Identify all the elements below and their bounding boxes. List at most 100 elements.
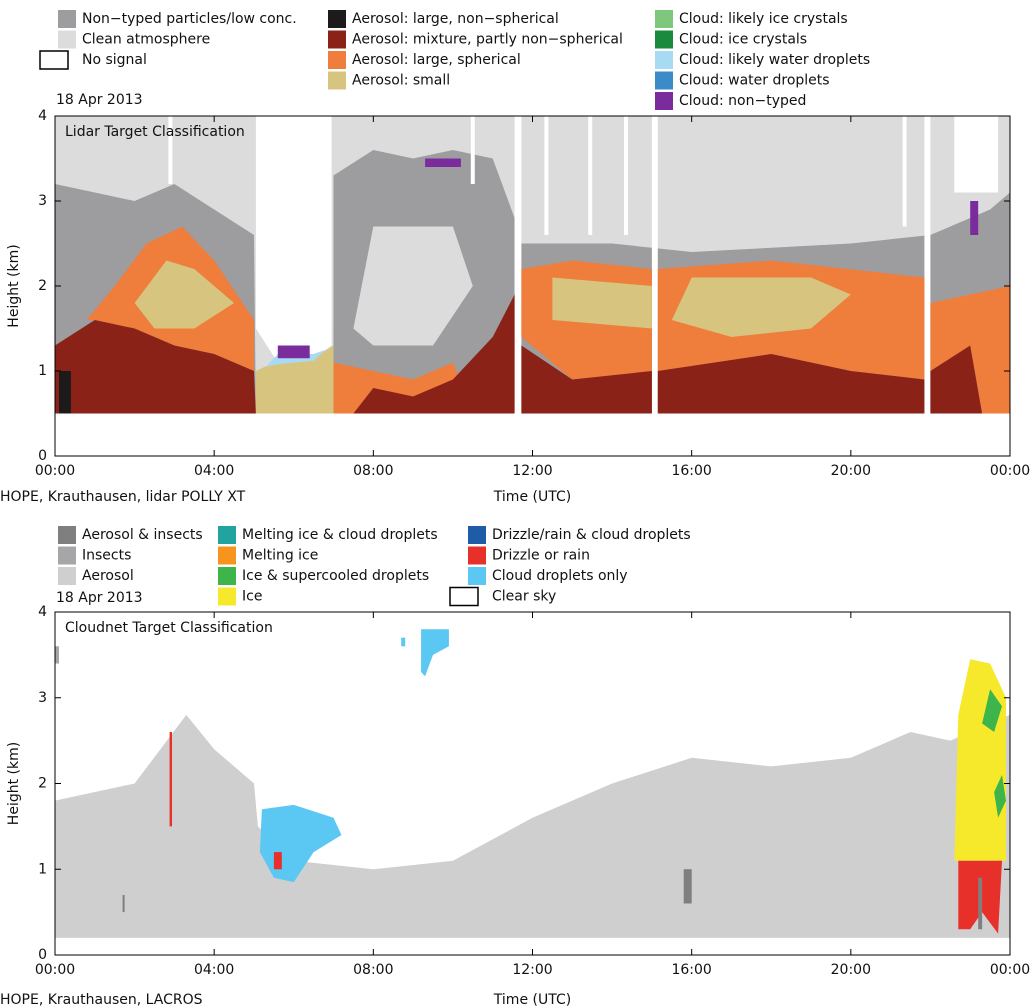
- class-region: [657, 354, 925, 414]
- legend-swatch: [58, 546, 76, 565]
- legend-swatch: [655, 10, 673, 28]
- legend-swatch: [328, 51, 346, 69]
- legend-swatch: [328, 10, 346, 28]
- legend-label: Clear sky: [492, 589, 556, 605]
- legend-label: Cloud: likely ice crystals: [679, 11, 848, 27]
- legend-label: Aerosol: mixture, partly non−spherical: [352, 32, 623, 48]
- x-tick-label: 16:00: [671, 962, 711, 978]
- panel: Lidar Target Classification 0 1 2 3 4 00:00 04:…: [0, 10, 1030, 505]
- class-region: [168, 116, 173, 184]
- y-tick-label: 1: [38, 861, 47, 877]
- legend-swatch: [468, 567, 486, 585]
- class-region: [982, 689, 1002, 732]
- legend-label: Cloud droplets only: [492, 568, 628, 584]
- x-axis-label: Time (UTC): [493, 489, 571, 505]
- y-tick-label: 4: [38, 604, 47, 620]
- class-region: [624, 116, 628, 235]
- legend-swatch: [58, 567, 76, 585]
- legend-label: Clean atmosphere: [82, 32, 210, 48]
- legend-swatch: [58, 526, 76, 544]
- legend-label: Drizzle/rain & cloud droplets: [492, 527, 691, 543]
- legend-swatch: [218, 587, 236, 606]
- x-tick-label: 20:00: [831, 463, 871, 479]
- y-axis-label: Height (km): [6, 244, 22, 327]
- legend-label: Non−typed particles/low conc.: [82, 11, 297, 27]
- x-tick-label: 04:00: [194, 463, 234, 479]
- legend-swatch: [655, 30, 673, 49]
- class-region: [970, 201, 979, 235]
- class-region: [514, 116, 522, 418]
- footnote: HOPE, Krauthausen, LACROS: [0, 992, 203, 1008]
- legend-swatch: [449, 586, 479, 607]
- class-region: [353, 294, 515, 414]
- legend-swatch: [58, 10, 76, 28]
- x-tick-label: 20:00: [831, 962, 871, 978]
- class-region: [277, 345, 310, 359]
- class-region: [544, 116, 549, 235]
- class-region: [59, 371, 71, 414]
- class-region: [425, 158, 461, 167]
- plot-title: Lidar Target Classification: [65, 124, 245, 140]
- legend-swatch: [218, 526, 236, 544]
- y-tick-label: 2: [38, 776, 47, 792]
- legend-label: Aerosol: large, non−spherical: [352, 11, 559, 27]
- class-region: [353, 226, 473, 346]
- class-region: [273, 852, 282, 870]
- legend-swatch: [218, 546, 236, 565]
- class-region: [683, 869, 692, 904]
- legend-label: Melting ice: [242, 548, 318, 564]
- legend-swatch: [468, 546, 486, 565]
- legend-label: Insects: [82, 548, 131, 564]
- legend-swatch: [468, 526, 486, 544]
- class-region: [978, 877, 983, 930]
- class-region: [521, 345, 652, 414]
- legend-swatch: [328, 71, 346, 90]
- class-region: [902, 116, 907, 227]
- legend-swatch: [655, 71, 673, 90]
- class-region: [930, 286, 1010, 414]
- class-region: [55, 714, 1010, 938]
- class-region: [255, 116, 332, 363]
- x-tick-label: 08:00: [353, 962, 393, 978]
- y-tick-label: 3: [38, 690, 47, 706]
- legend-label: Aerosol: small: [352, 73, 450, 89]
- legend-label: Ice: [242, 589, 262, 605]
- legend-swatch: [218, 567, 236, 585]
- y-tick-label: 0: [38, 947, 47, 963]
- class-region: [55, 646, 59, 664]
- class-region: [930, 345, 983, 414]
- panel: Cloudnet Target Classification 0 1 2 3 4 00:00…: [0, 526, 1030, 1008]
- date-label: 18 Apr 2013: [56, 92, 143, 108]
- plot-title: Cloudnet Target Classification: [65, 620, 273, 636]
- x-tick-label: 00:00: [990, 463, 1030, 479]
- x-tick-label: 12:00: [512, 962, 552, 978]
- class-region: [954, 659, 1006, 861]
- x-tick-label: 16:00: [671, 463, 711, 479]
- class-region: [671, 277, 851, 337]
- class-region: [470, 116, 475, 184]
- legend-label: Cloud: likely water droplets: [679, 52, 870, 68]
- legend-swatch: [39, 50, 69, 70]
- class-region: [134, 260, 235, 329]
- y-tick-label: 3: [38, 193, 47, 209]
- x-tick-label: 08:00: [353, 463, 393, 479]
- legend-label: No signal: [82, 52, 147, 68]
- x-tick-label: 00:00: [990, 962, 1030, 978]
- date-label: 18 Apr 2013: [56, 590, 143, 606]
- class-region: [552, 277, 652, 329]
- x-tick-label: 12:00: [512, 463, 552, 479]
- y-tick-label: 2: [38, 278, 47, 294]
- y-tick-label: 1: [38, 363, 47, 379]
- legend-label: Cloud: water droplets: [679, 73, 830, 89]
- x-tick-label: 04:00: [194, 962, 234, 978]
- class-region: [924, 116, 931, 418]
- class-region: [588, 116, 593, 235]
- x-tick-label: 00:00: [35, 962, 75, 978]
- footnote: HOPE, Krauthausen, lidar POLLY XT: [0, 489, 246, 505]
- class-region: [169, 732, 172, 827]
- legend-label: Cloud: ice crystals: [679, 32, 807, 48]
- y-axis-label: Height (km): [6, 742, 22, 825]
- legend-label: Aerosol: [82, 568, 134, 584]
- class-region: [421, 629, 449, 677]
